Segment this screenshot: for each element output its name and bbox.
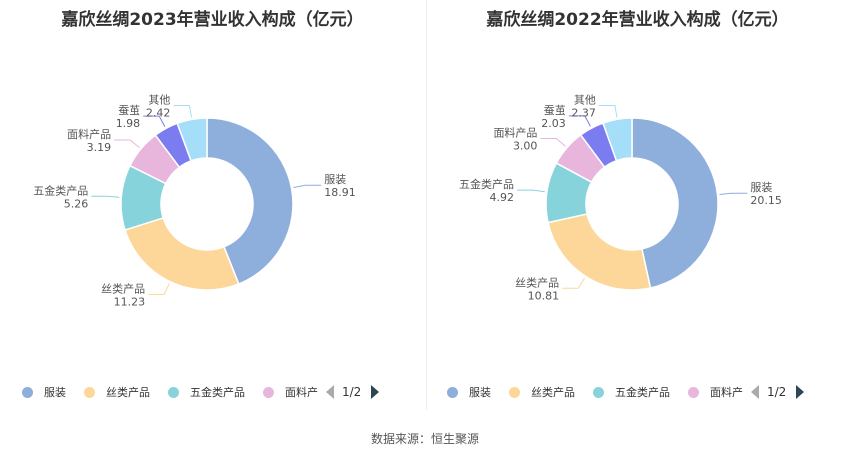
legend-dot	[447, 386, 458, 398]
panel-divider	[426, 0, 427, 410]
legend-page-indicator: 1/2	[342, 385, 362, 399]
chart-panel-2023: 嘉欣丝绸2023年营业收入构成（亿元） 服装 18.91 丝类产品 11.23 五金类产…	[0, 0, 425, 415]
slice-other[interactable]	[602, 117, 633, 162]
legend-item-clothing[interactable]: 服装	[22, 384, 66, 400]
legend-dot	[688, 386, 699, 398]
legend-page-indicator: 1/2	[767, 385, 787, 399]
leader-line-silk	[148, 283, 170, 295]
legend-label: 服装	[469, 386, 491, 399]
slice-label-fabric: 面料产品	[493, 125, 537, 139]
legend-item-clothing[interactable]: 服装	[447, 384, 491, 400]
legend-label: 五金类产品	[190, 386, 245, 399]
slice-label-hardware: 五金类产品	[33, 183, 88, 197]
prev-page-icon[interactable]	[326, 385, 334, 399]
legend-label: 面料产	[285, 386, 318, 399]
slice-label-fabric: 面料产品	[67, 127, 111, 141]
leader-line-clothing	[719, 192, 748, 195]
legend-dot	[84, 386, 95, 398]
legend-pager: 1/2	[326, 385, 380, 399]
leader-line-fabric	[540, 137, 566, 147]
legend: 服装 丝类产品 五金类产品 面料产 1/2	[22, 384, 380, 400]
slice-value-clothing: 20.15	[750, 194, 782, 207]
leader-line-cocoon	[568, 115, 591, 127]
slice-silk[interactable]	[124, 216, 240, 291]
legend: 服装 丝类产品 五金类产品 面料产 1/2	[447, 384, 805, 400]
legend-dot	[263, 386, 274, 398]
legend-label: 丝类产品	[106, 386, 150, 399]
slice-value-cocoon: 1.98	[116, 117, 141, 130]
slice-value-fabric: 3.19	[87, 141, 112, 154]
legend-item-hardware[interactable]: 五金类产品	[593, 384, 670, 400]
slice-value-other: 2.37	[571, 106, 596, 119]
legend-label: 面料产	[710, 386, 743, 399]
chart-title: 嘉欣丝绸2023年营业收入构成（亿元）	[61, 10, 364, 30]
slice-value-hardware: 5.26	[64, 197, 89, 210]
slice-value-cocoon: 2.03	[541, 117, 566, 130]
slice-label-silk: 丝类产品	[101, 281, 145, 295]
slice-label-other: 其他	[148, 94, 170, 107]
slice-value-hardware: 4.92	[489, 191, 514, 204]
legend-item-fabric[interactable]: 面料产	[688, 384, 743, 400]
slice-value-fabric: 3.00	[513, 139, 538, 152]
legend-label: 丝类产品	[531, 386, 575, 399]
slice-value-silk: 11.23	[114, 295, 146, 308]
chart-title: 嘉欣丝绸2022年营业收入构成（亿元）	[486, 10, 789, 30]
legend-item-hardware[interactable]: 五金类产品	[168, 384, 245, 400]
leader-line-silk	[562, 277, 586, 289]
leader-line-other	[598, 104, 618, 118]
legend-item-silk[interactable]: 丝类产品	[509, 384, 575, 400]
slice-clothing[interactable]	[631, 117, 719, 289]
slice-label-clothing: 服装	[324, 173, 346, 186]
legend-label: 五金类产品	[615, 386, 670, 399]
chart-panel-2022: 嘉欣丝绸2022年营业收入构成（亿元） 服装 20.15 丝类产品 10.81 五金类产…	[425, 0, 850, 415]
legend-dot	[22, 386, 33, 398]
slice-label-silk: 丝类产品	[515, 275, 559, 289]
slice-other[interactable]	[176, 117, 208, 162]
slice-value-silk: 10.81	[528, 289, 560, 302]
slice-label-cocoon: 蚕茧	[118, 104, 140, 117]
next-page-icon[interactable]	[796, 385, 805, 399]
slice-label-clothing: 服装	[750, 181, 772, 194]
legend-dot	[168, 386, 179, 398]
slice-clothing[interactable]	[206, 117, 294, 285]
next-page-icon[interactable]	[371, 385, 380, 399]
leader-line-hardware	[516, 189, 545, 193]
legend-pager: 1/2	[751, 385, 805, 399]
data-source-note: 数据来源：恒生聚源	[370, 432, 479, 446]
legend-dot	[593, 386, 604, 398]
leader-line-hardware	[91, 195, 120, 198]
slice-label-other: 其他	[574, 93, 596, 106]
prev-page-icon[interactable]	[751, 385, 759, 399]
leader-line-fabric	[114, 139, 140, 149]
slice-label-cocoon: 蚕茧	[544, 104, 566, 117]
legend-label: 服装	[44, 386, 66, 399]
legend-dot	[509, 386, 520, 398]
slice-silk[interactable]	[547, 213, 652, 291]
leader-line-cocoon	[143, 115, 166, 127]
slice-value-other: 2.42	[146, 107, 171, 120]
slice-value-clothing: 18.91	[324, 186, 356, 199]
legend-item-fabric[interactable]: 面料产	[263, 384, 318, 400]
leader-line-other	[173, 105, 193, 118]
slice-label-hardware: 五金类产品	[459, 177, 514, 191]
leader-line-clothing	[293, 184, 322, 188]
legend-item-silk[interactable]: 丝类产品	[84, 384, 150, 400]
